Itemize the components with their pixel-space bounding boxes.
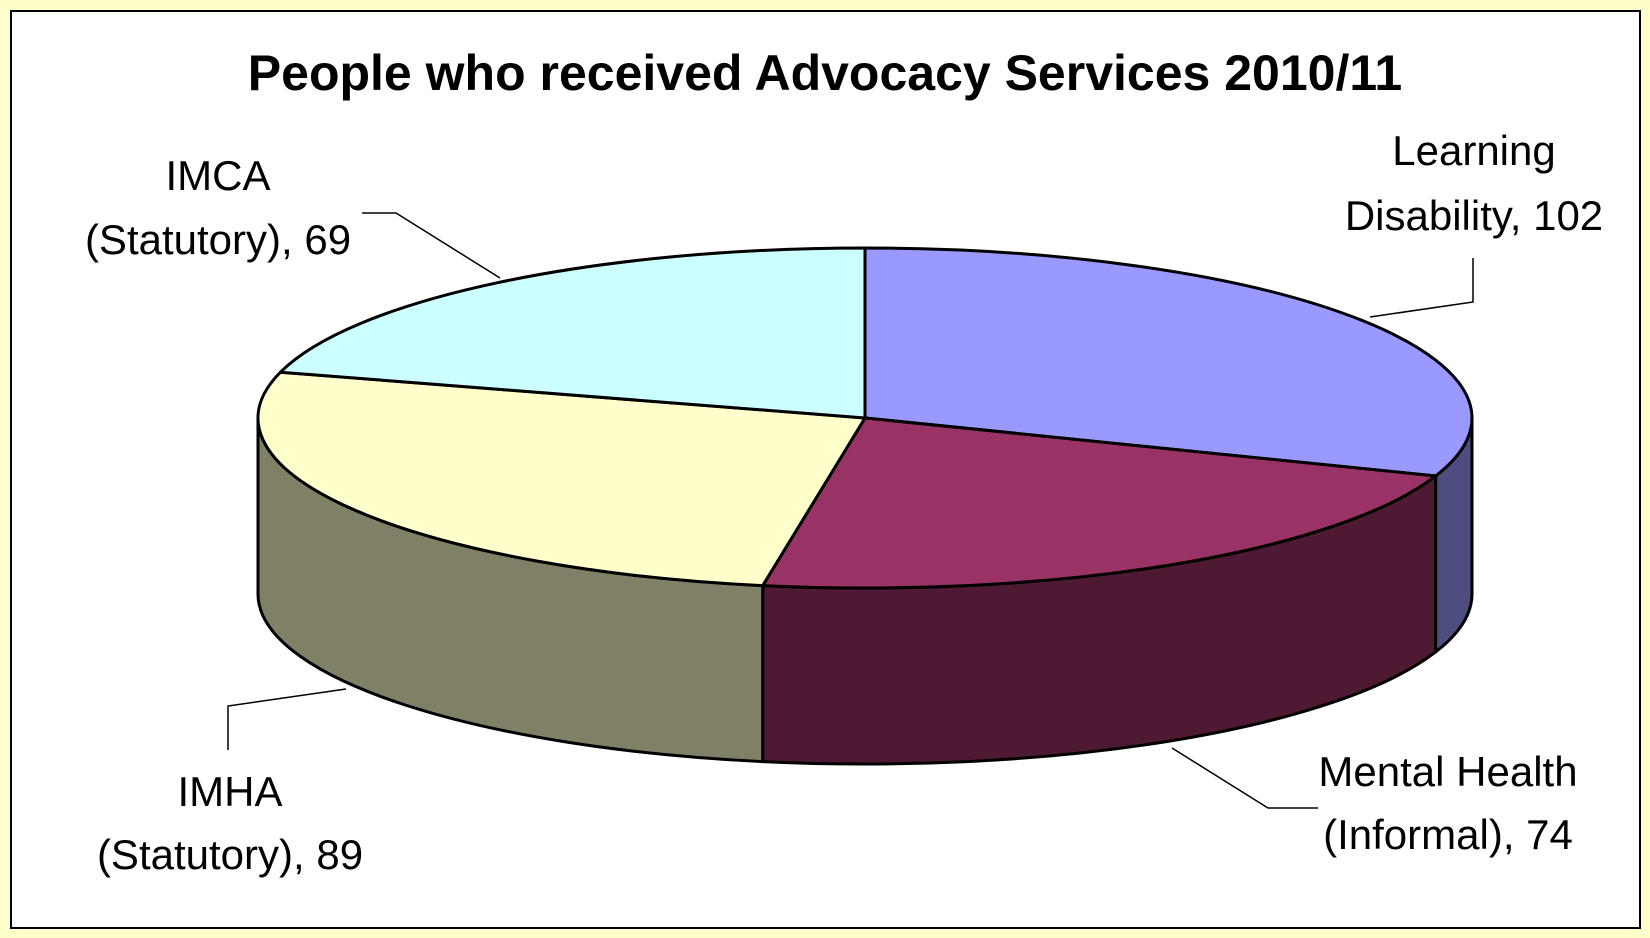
leader-line-imha (227, 688, 347, 750)
leader-line-imca (362, 212, 501, 279)
slice-label-imca-line-2: (Statutory), 69 (85, 216, 351, 263)
pie-top (256, 246, 1474, 590)
slice-label-learning-line-2: Disability, 102 (1345, 192, 1603, 239)
slice-label-imha-line-2: (Statutory), 89 (97, 831, 363, 878)
slice-label-imha-line-1: IMHA (178, 768, 283, 815)
slice-labels: Learning Disability, 102 Mental Health (Inf… (85, 127, 1603, 878)
slice-label-mental-health-line-1: Mental Health (1318, 748, 1577, 795)
slice-label-learning-line-1: Learning (1392, 127, 1555, 174)
pie-slice-imha (256, 370, 867, 588)
pie-slice-imca (278, 246, 867, 420)
chart-title: People who received Advocacy Services 20… (247, 45, 1403, 101)
pie-slice-learning (863, 246, 1474, 478)
pie-slice-mental-health (761, 416, 1438, 590)
leader-line-learning (1369, 258, 1474, 318)
leader-line-mental-health (1171, 747, 1318, 809)
slice-label-mental-health-line-2: (Informal), 74 (1323, 811, 1573, 858)
slice-label-imca-line-1: IMCA (166, 152, 271, 199)
